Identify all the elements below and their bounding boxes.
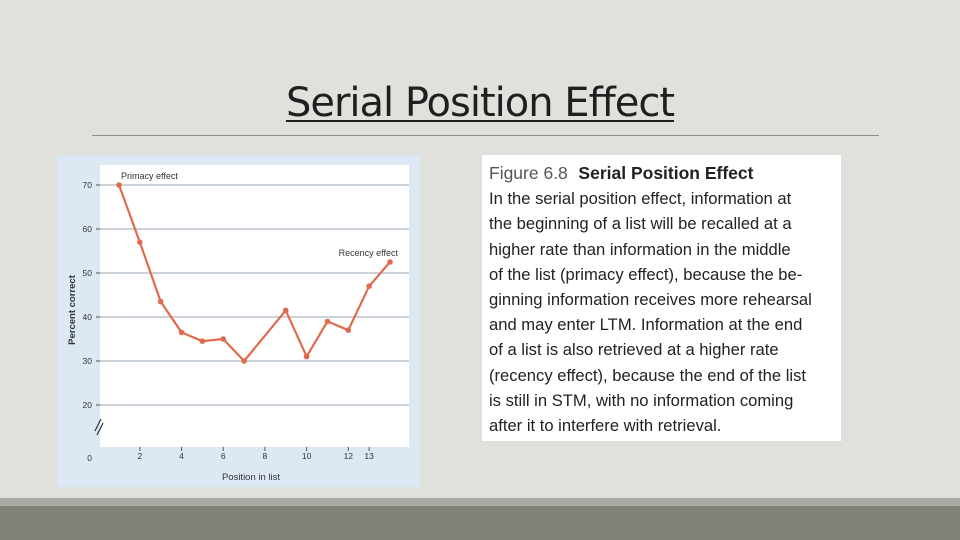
data-point <box>366 283 372 289</box>
caption-line: is still in STM, with no information com… <box>489 390 794 410</box>
slide-title: Serial Position Effect <box>285 80 675 126</box>
caption-line: and may enter LTM. Information at the en… <box>489 315 803 335</box>
y-tick-label: 40 <box>83 312 93 322</box>
data-point <box>303 353 310 360</box>
caption-line: the beginning of a list will be recalled… <box>489 214 792 234</box>
x-tick-label: 4 <box>179 451 184 461</box>
data-point <box>199 338 206 344</box>
y-tick-label: 50 <box>83 268 93 278</box>
y-tick-label: 20 <box>83 400 93 410</box>
x-axis-label: Position in list <box>222 472 280 483</box>
figure-caption: Figure 6.8 Serial Position Effect In the… <box>482 155 841 441</box>
y-tick-label: 70 <box>83 180 93 190</box>
caption-body: In the serial position effect, informati… <box>489 186 835 438</box>
x-tick-label: 13 <box>364 451 374 461</box>
caption-line: (recency effect), because the end of the… <box>489 365 806 385</box>
y-tick-label: 60 <box>83 224 93 234</box>
footer-band <box>0 498 960 506</box>
caption-line: of the list (primacy effect), because th… <box>489 264 803 284</box>
caption-line: after it to interfere with retrieval. <box>489 416 722 436</box>
caption-line: of a list is also retrieved at a higher … <box>489 340 779 360</box>
recency-effect-label: Recency effect <box>339 248 399 258</box>
data-point <box>387 259 393 265</box>
caption-line: In the serial position effect, informati… <box>489 189 792 209</box>
figure-title: Serial Position Effect <box>578 163 754 183</box>
x-tick-label: 6 <box>221 451 226 461</box>
x-tick-label: 10 <box>302 451 312 461</box>
plot-background <box>100 165 409 447</box>
footer-bar <box>0 506 960 540</box>
primacy-effect-label: Primacy effect <box>121 171 178 181</box>
x-tick-label: 2 <box>137 451 142 461</box>
y-axis-label: Percent correct <box>67 274 78 345</box>
data-point <box>282 307 289 314</box>
data-point <box>324 318 331 325</box>
x-tick-label: 8 <box>263 451 268 461</box>
data-point <box>345 327 352 333</box>
caption-line: ginning information receives more rehear… <box>489 290 812 310</box>
figure-panel: 20 30 40 50 60 70 0 2 4 6 8 10 12 13 Primacy effect Rec… <box>57 155 420 487</box>
data-point <box>178 329 185 336</box>
data-point <box>241 358 247 364</box>
data-point <box>220 336 227 342</box>
y-tick-label: 30 <box>83 356 93 366</box>
title-divider <box>92 135 879 136</box>
caption-heading: Figure 6.8 Serial Position Effect <box>489 161 835 186</box>
y-tick-label: 0 <box>87 453 92 463</box>
data-point <box>157 298 164 305</box>
data-point <box>137 239 143 245</box>
data-point <box>116 182 122 188</box>
axis-break-mark <box>94 418 104 436</box>
caption-line: higher rate than information in the midd… <box>489 239 791 259</box>
x-tick-label: 12 <box>344 451 354 461</box>
figure-number: Figure 6.8 <box>489 163 568 183</box>
serial-position-chart: 20 30 40 50 60 70 0 2 4 6 8 10 12 13 Primacy effect Rec… <box>67 165 409 483</box>
